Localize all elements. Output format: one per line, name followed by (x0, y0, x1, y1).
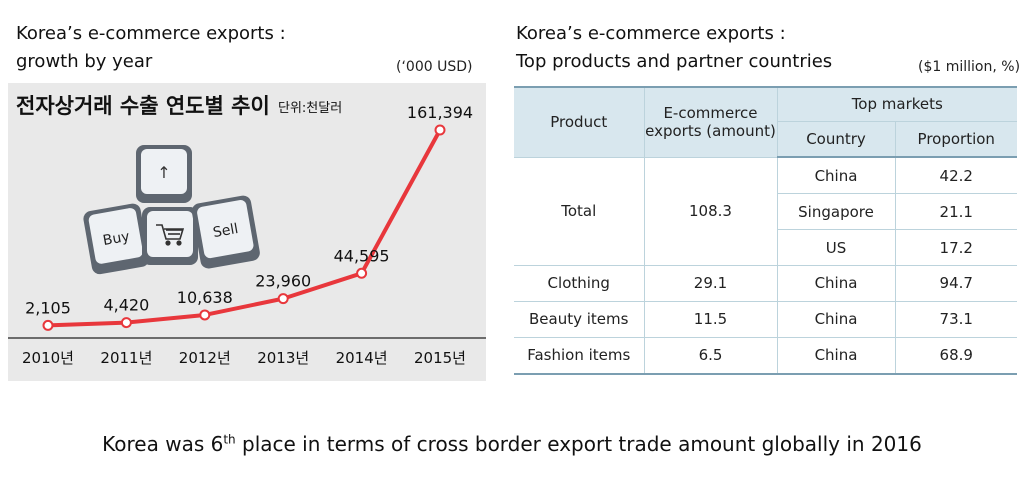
x-tick-label: 2013년 (257, 349, 309, 367)
table-unit: ($1 million, %) (918, 59, 1021, 75)
cell-amount: 6.5 (644, 337, 778, 375)
data-label: 161,394 (407, 103, 473, 122)
x-tick-label: 2015년 (414, 349, 466, 367)
up-arrow-icon: ↑ (157, 163, 170, 182)
cell-product: Beauty items (514, 301, 645, 338)
cell-proportion: 73.1 (895, 301, 1018, 338)
data-point (42, 319, 54, 331)
key-buy: Buy (83, 203, 150, 275)
caption-text: Korea was 6 (102, 432, 224, 456)
header-product: Product (514, 86, 645, 158)
caption-text-rest: place in terms of cross border export tr… (235, 432, 922, 456)
key-cart (142, 207, 198, 265)
table-title-line2: Top products and partner countries (516, 51, 833, 72)
data-label: 2,105 (25, 298, 71, 317)
cell-country: China (777, 157, 896, 195)
table-title-line1: Korea’s e-commerce exports : (516, 23, 786, 44)
cell-amount: 108.3 (644, 157, 778, 266)
cell-product: Fashion items (514, 337, 645, 375)
data-label: 23,960 (255, 272, 311, 291)
cell-country: China (777, 301, 896, 338)
cell-country: US (777, 229, 896, 266)
data-point (356, 267, 368, 279)
keyboard-keys-illustration: ↑ Buy Sell (83, 145, 260, 275)
key-buy-label: Buy (102, 229, 131, 249)
chart-unit: (‘000 USD) (396, 59, 473, 75)
header-proportion: Proportion (895, 121, 1018, 158)
cell-amount: 29.1 (644, 265, 778, 302)
cell-proportion: 68.9 (895, 337, 1018, 375)
chart-title-line2: growth by year (16, 51, 153, 72)
cell-proportion: 21.1 (895, 193, 1018, 231)
table-row: US 17.2 (514, 229, 1018, 266)
data-point (434, 124, 446, 136)
series-line (47, 129, 442, 328)
line-chart-panel: 전자상거래 수출 연도별 추이 단위:천달러 ↑ Buy (8, 83, 486, 381)
header-top-markets: Top markets (777, 86, 1018, 122)
header-amount: E-commerce exports (amount) (644, 86, 778, 158)
caption-superscript: th (223, 432, 236, 447)
chart-korean-title: 전자상거래 수출 연도별 추이 (16, 94, 270, 118)
data-point (277, 293, 289, 305)
header-country: Country (777, 121, 896, 158)
cell-proportion: 42.2 (895, 157, 1018, 195)
products-table: Product E-commerce exports (amount) Top … (514, 86, 1018, 375)
table-row: Beauty items 11.5 China 73.1 (514, 301, 1018, 338)
table-row: Fashion items 6.5 China 68.9 (514, 337, 1018, 375)
cell-country: China (777, 337, 896, 375)
chart-korean-unit: 단위:천달러 (278, 101, 342, 116)
cell-amount: 11.5 (644, 301, 778, 338)
cell-product: Clothing (514, 265, 645, 302)
table-row: Clothing 29.1 China 94.7 (514, 265, 1018, 302)
data-point (120, 317, 132, 329)
data-label: 4,420 (103, 296, 149, 315)
x-tick-label: 2010년 (22, 349, 74, 367)
cell-product: Total (514, 157, 645, 266)
table-row: Total 108.3 China 42.2 (514, 157, 1018, 266)
data-label: 10,638 (177, 288, 233, 307)
table-row: Singapore 21.1 (514, 193, 1018, 231)
key-up-arrow: ↑ (136, 145, 192, 203)
x-tick-label: 2012년 (179, 349, 231, 367)
shopping-cart-icon (156, 224, 185, 246)
key-sell-label: Sell (212, 221, 240, 241)
cell-country: China (777, 265, 896, 302)
data-label: 44,595 (334, 246, 390, 265)
x-tick-label: 2011년 (100, 349, 152, 367)
key-sell: Sell (191, 195, 260, 269)
header-amount-line1: E-commerce (663, 104, 758, 123)
footer-caption: Korea was 6th place in terms of cross bo… (0, 432, 1024, 456)
x-tick-label: 2014년 (336, 349, 388, 367)
header-amount-line2: exports (amount) (645, 122, 776, 141)
chart-title-line1: Korea’s e-commerce exports : (16, 23, 286, 44)
top-markets-table: Product E-commerce exports (amount) Top … (514, 86, 1018, 375)
cell-country: Singapore (777, 193, 896, 231)
cell-proportion: 17.2 (895, 229, 1018, 266)
line-chart-marks: 2,105 2010년 4,420 2011년 10,638 2012년 23,960 201… (22, 103, 473, 367)
line-chart: 전자상거래 수출 연도별 추이 단위:천달러 ↑ Buy (8, 94, 486, 367)
cell-proportion: 94.7 (895, 265, 1018, 302)
data-point (199, 309, 211, 321)
